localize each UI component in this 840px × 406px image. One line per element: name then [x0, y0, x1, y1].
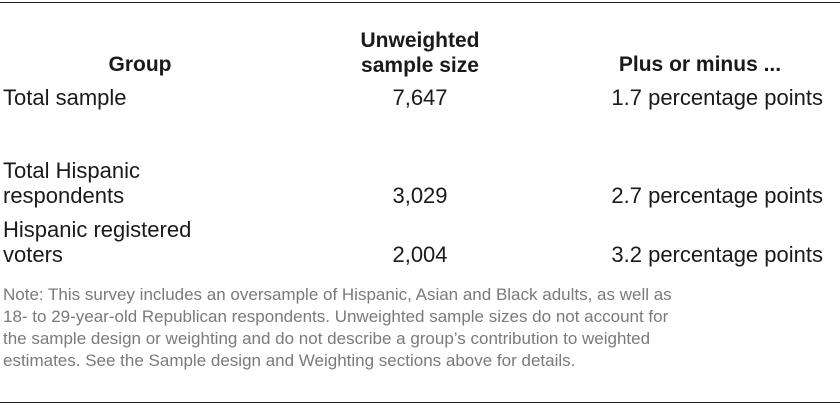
bottom-rule [0, 402, 840, 403]
note-line-2: 18- to 29-year-old Republican respondent… [3, 307, 669, 326]
header-sample-size: Unweighted sample size [330, 28, 510, 78]
row-total-sample-group: Total sample [3, 85, 127, 110]
header-group: Group [108, 53, 172, 76]
table-note: Note: This survey includes an oversample… [3, 284, 833, 372]
row-hispanic-voters-group-line1: Hispanic registered [3, 217, 192, 242]
header-sample-size-line2: sample size [361, 54, 479, 77]
row-total-hispanic-size: 3,029 [392, 183, 448, 208]
row-total-hispanic-moe: 2.7 percentage points [611, 183, 823, 208]
header-sample-size-line1: Unweighted [360, 29, 480, 52]
note-line-1: Note: This survey includes an oversample… [3, 285, 672, 304]
row-total-hispanic-group-line2: respondents [3, 183, 125, 208]
note-line-3: the sample design or weighting and do no… [3, 329, 651, 348]
row-hispanic-voters-moe: 3.2 percentage points [611, 242, 823, 267]
note-line-4: estimates. See the Sample design and Wei… [3, 351, 576, 370]
row-total-hispanic-group-line1: Total Hispanic [3, 158, 140, 183]
header-margin-of-error: Plus or minus ... [618, 53, 782, 76]
row-total-sample-size: 7,647 [392, 85, 448, 110]
row-hispanic-voters-group-line2: voters [3, 242, 63, 267]
row-hispanic-voters-size: 2,004 [392, 242, 448, 267]
row-total-hispanic-group: Total Hispanic respondents [3, 158, 263, 208]
row-total-sample-moe: 1.7 percentage points [611, 85, 823, 110]
row-hispanic-voters-group: Hispanic registered voters [3, 217, 263, 267]
top-rule [0, 2, 840, 3]
